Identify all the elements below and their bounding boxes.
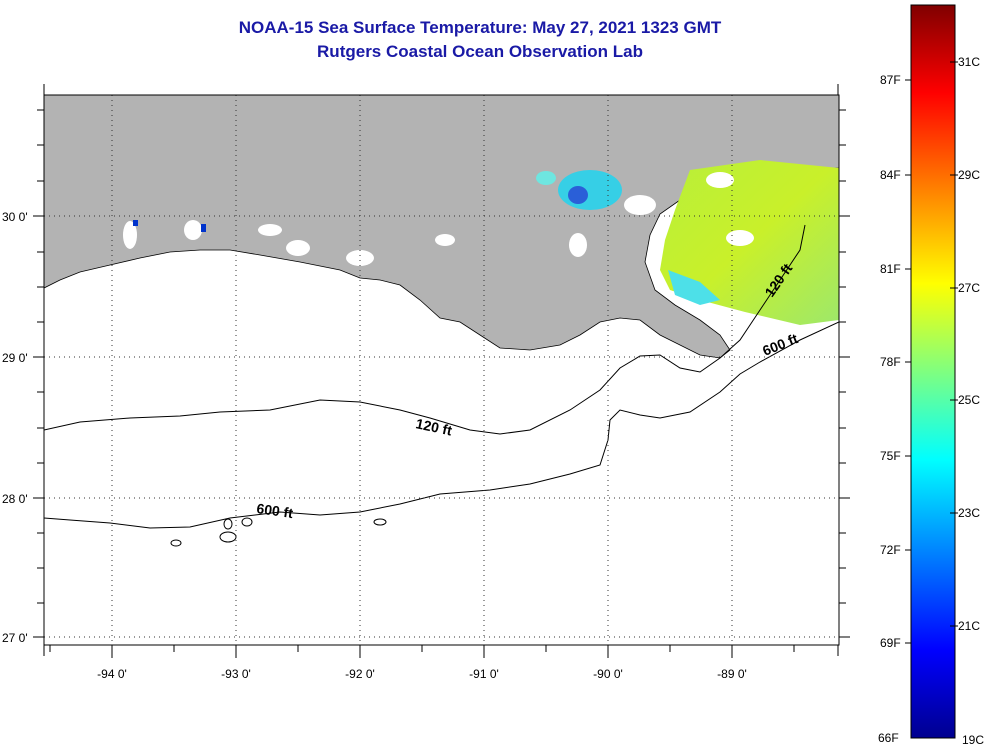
graticule	[44, 95, 839, 645]
sst-cold-spot	[568, 186, 588, 204]
sst-lake-patch	[558, 170, 622, 210]
colorbar-f-label: 78F	[880, 355, 901, 369]
colorbar-f-label: 81F	[880, 262, 901, 276]
map-frame	[43, 94, 840, 646]
colorbar-f-label: 75F	[880, 449, 901, 463]
land-area	[44, 95, 839, 359]
sst-blue-dot	[133, 220, 138, 226]
sst-small-patch	[536, 171, 556, 185]
map-subtitle: Rutgers Coastal Ocean Observation Lab	[317, 42, 643, 61]
lat-label: 30 0'	[2, 210, 28, 224]
colorbar-c-label: 31C	[958, 55, 980, 69]
no-data-patches	[123, 172, 754, 266]
map-title: NOAA-15 Sea Surface Temperature: May 27,…	[238, 18, 722, 37]
lat-label: 28 0'	[2, 492, 28, 506]
contour-600ft	[44, 321, 839, 529]
lat-label: 29 0'	[2, 351, 28, 365]
lon-label: -94 0'	[97, 667, 127, 681]
contour-label: 120 ft	[414, 415, 453, 438]
colorbar-c-label: 19C	[962, 733, 984, 747]
lon-label: -90 0'	[593, 667, 623, 681]
lon-label: -89 0'	[717, 667, 747, 681]
lon-label: -92 0'	[345, 667, 375, 681]
colorbar-c-label: 21C	[958, 619, 980, 633]
contour-islands	[170, 517, 387, 547]
colorbar-c-label: 29C	[958, 168, 980, 182]
colorbar-f-label: 66F	[878, 731, 899, 745]
contour-120ft	[44, 224, 806, 435]
colorbar-f-label: 72F	[880, 543, 901, 557]
colorbar-ticks	[905, 61, 958, 644]
lon-label: -91 0'	[469, 667, 499, 681]
colorbar-c-label: 27C	[958, 281, 980, 295]
lon-label: -93 0'	[221, 667, 251, 681]
sst-cyan-patch	[668, 270, 720, 305]
colorbar-f-label: 87F	[880, 73, 901, 87]
axis-ticks	[33, 84, 850, 658]
colorbar-c-label: 23C	[958, 506, 980, 520]
contour-label: 600 ft	[256, 500, 295, 521]
colorbar-c-label: 25C	[958, 393, 980, 407]
colorbar-f-label: 84F	[880, 168, 901, 182]
sst-blue-dot	[201, 224, 206, 232]
colorbar-f-label: 69F	[880, 636, 901, 650]
lat-label: 27 0'	[2, 631, 28, 645]
colorbar	[910, 4, 956, 739]
